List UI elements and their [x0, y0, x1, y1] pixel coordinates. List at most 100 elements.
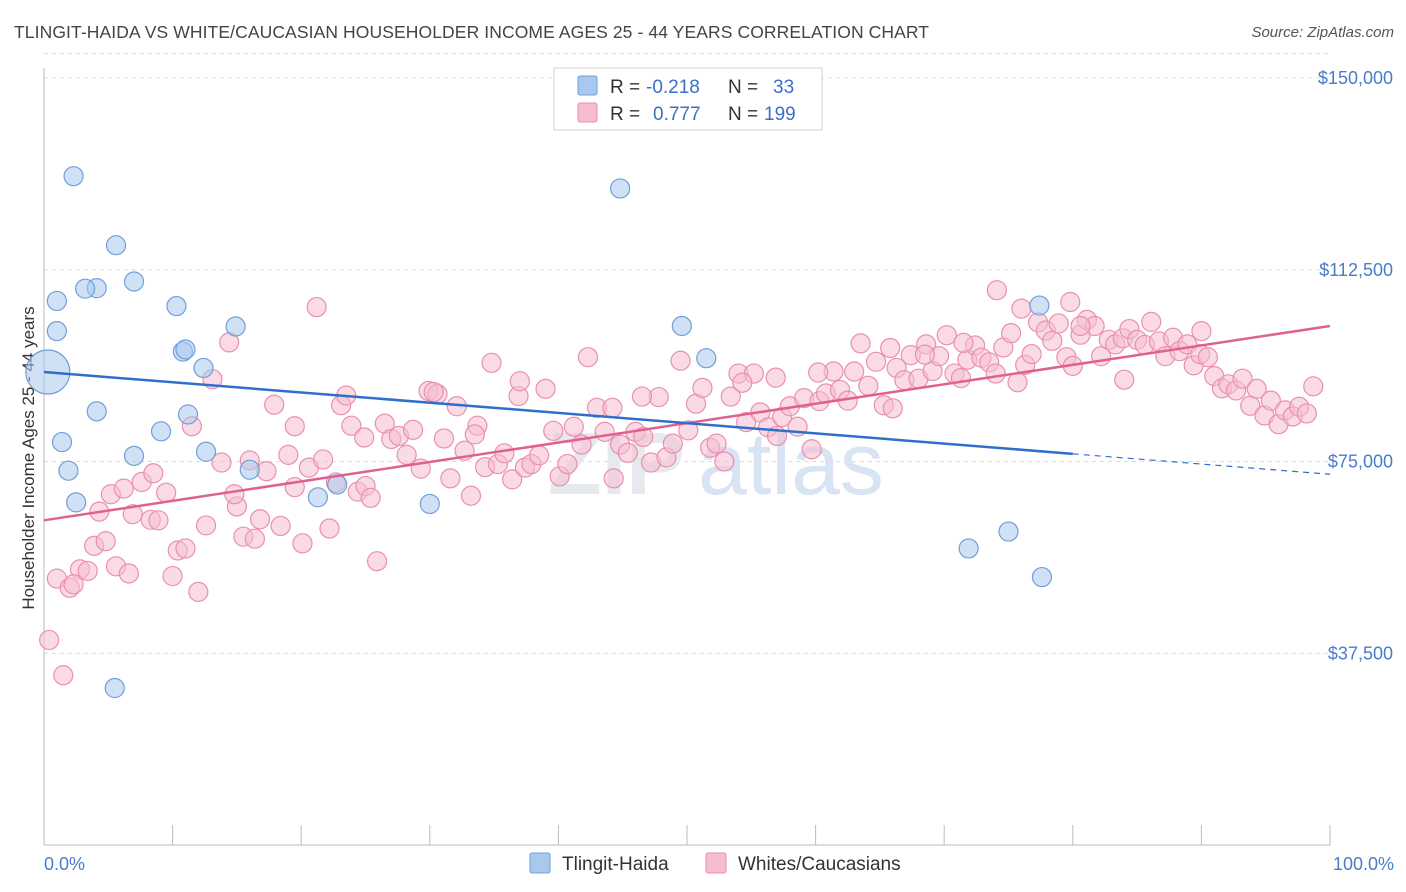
whites-caucasians-point-183	[1060, 291, 1081, 313]
y-axis-title: Householder Income Ages 25 - 44 years	[19, 306, 38, 609]
whites-caucasians-point-194	[603, 468, 624, 489]
whites-caucasians-point-131	[950, 368, 972, 389]
x-tick-label-0: 0.0%	[44, 854, 85, 874]
tlingit-haida-point-29	[1029, 295, 1050, 316]
tlingit-haida-point-19	[239, 459, 260, 480]
legend-n-value-0: 33	[773, 77, 794, 98]
legend-swatch-blue	[577, 75, 598, 96]
tlingit-haida-point-22	[66, 492, 87, 513]
y-tick-labels: $37,500 $75,000 $112,500 $150,000	[1318, 68, 1393, 663]
whites-caucasians-point-69	[502, 469, 523, 490]
tlingit-haida-point-11	[175, 339, 196, 360]
whites-caucasians-point-31	[244, 528, 266, 549]
tlingit-haida-point-17	[123, 445, 145, 466]
legend-swatch-pink	[577, 102, 598, 123]
whites-caucasians-point-91	[662, 433, 683, 454]
tlingit-haida-point-14	[177, 404, 199, 425]
whites-caucasians-point-145	[1048, 313, 1069, 334]
whites-caucasians-point-5	[63, 574, 84, 595]
tlingit-haida-point-30	[998, 521, 1019, 542]
legend-r-value-1: 0.777	[653, 104, 701, 125]
bottom-legend-label-1: Whites/Caucasians	[738, 854, 901, 875]
whites-caucasians-point-83	[602, 397, 623, 418]
whites-caucasians-point-14	[122, 504, 143, 525]
whites-caucasians-point-193	[464, 424, 485, 445]
whites-caucasians-point-99	[720, 386, 741, 407]
whites-caucasians-point-117	[850, 333, 871, 354]
whites-caucasians-point-9	[95, 531, 116, 552]
whites-caucasians-point-144	[1042, 330, 1063, 351]
whites-caucasians-point-77	[557, 453, 578, 475]
trend-line-tlingit-haida	[43, 370, 1073, 456]
tlingit-haida-point-13	[86, 401, 107, 422]
whites-caucasians-point-119	[865, 351, 887, 372]
y-tick-label-2: $112,500	[1319, 260, 1393, 280]
tlingit-haida-point-25	[610, 178, 631, 199]
whites-caucasians-point-42	[319, 518, 340, 539]
whites-caucasians-point-78	[563, 416, 584, 437]
whites-caucasians-point-6	[77, 560, 98, 582]
tlingit-haida-point-2	[105, 235, 127, 256]
whites-caucasians-point-95	[692, 377, 713, 398]
whites-caucasians-point-173	[1246, 378, 1267, 399]
whites-caucasians-point-116	[844, 361, 865, 382]
whites-caucasians-point-26	[211, 452, 232, 473]
whites-caucasians-point-187	[808, 362, 829, 383]
whites-caucasians-point-35	[270, 515, 291, 537]
whites-caucasians-point-18	[156, 482, 177, 503]
whites-caucasians-point-141	[1021, 344, 1042, 365]
whites-caucasians-point-121	[880, 337, 901, 359]
tlingit-haida-point-12	[193, 357, 214, 379]
whites-caucasians-point-188	[423, 381, 444, 403]
whites-caucasians-point-24	[195, 515, 217, 536]
whites-caucasians-point-13	[118, 563, 139, 584]
whites-caucasians-point-17	[148, 510, 169, 531]
whites-caucasians-point-202	[509, 371, 530, 392]
whites-caucasians-point-138	[1000, 323, 1022, 344]
tlingit-haida-point-23	[307, 487, 329, 508]
whites-caucasians-point-182	[986, 280, 1008, 301]
whites-caucasians-point-166	[1197, 347, 1218, 368]
whites-caucasians-point-110	[801, 439, 822, 460]
y-tick-label-1: $75,000	[1328, 452, 1393, 472]
tlingit-haida-point-16	[51, 431, 73, 453]
tlingit-haida-point-24	[419, 493, 440, 515]
whites-caucasians-point-98	[714, 451, 735, 472]
tlingit-haida-point-27	[696, 348, 717, 369]
whites-caucasians-point-21	[175, 538, 196, 559]
whites-caucasians-point-38	[292, 533, 313, 554]
legend-n-label-0: N =	[728, 77, 758, 98]
whites-caucasians-point-158	[1141, 311, 1162, 333]
tlingit-haida-point-20	[58, 460, 79, 481]
y-tick-label-3: $150,000	[1318, 68, 1393, 88]
whites-caucasians-point-171	[1232, 368, 1253, 389]
tlingit-haida-point-26	[671, 315, 692, 337]
axes	[43, 68, 1331, 846]
whites-caucasians-point-50	[366, 551, 388, 572]
whites-caucasians-point-60	[440, 468, 461, 489]
whites-caucasians-point-23	[188, 581, 209, 602]
whites-caucasians-point-87	[633, 426, 654, 448]
whites-caucasians-point-191	[224, 484, 245, 505]
tlingit-haida-point-28	[958, 538, 979, 559]
whites-caucasians-point-73	[529, 445, 550, 466]
whites-caucasians-point-66	[481, 352, 502, 373]
whites-caucasians-point-181	[1303, 376, 1324, 397]
tlingit-haida-point-18	[195, 441, 217, 462]
trend-line-tlingit-haida-extension	[1072, 453, 1331, 475]
tlingit-haida-point-1	[63, 166, 84, 187]
whites-caucasians-point-197	[953, 332, 974, 353]
whites-caucasians-point-175	[1260, 390, 1281, 411]
series-whites-caucasians	[39, 280, 1324, 686]
whites-caucasians-point-136	[985, 363, 1006, 384]
whites-caucasians-point-19	[162, 565, 183, 587]
whites-caucasians-point-75	[543, 420, 564, 441]
whites-caucasians-point-41	[312, 449, 334, 470]
legend-r-label-0: R =	[610, 77, 640, 98]
chart-title: TLINGIT-HAIDA VS WHITE/CAUCASIAN HOUSEHO…	[14, 22, 930, 42]
series-tlingit-haida	[25, 166, 1053, 699]
whites-caucasians-point-139	[1007, 372, 1028, 393]
bottom-legend-swatch-blue	[529, 852, 551, 874]
whites-caucasians-point-46	[341, 415, 362, 436]
whites-caucasians-point-82	[594, 421, 615, 442]
